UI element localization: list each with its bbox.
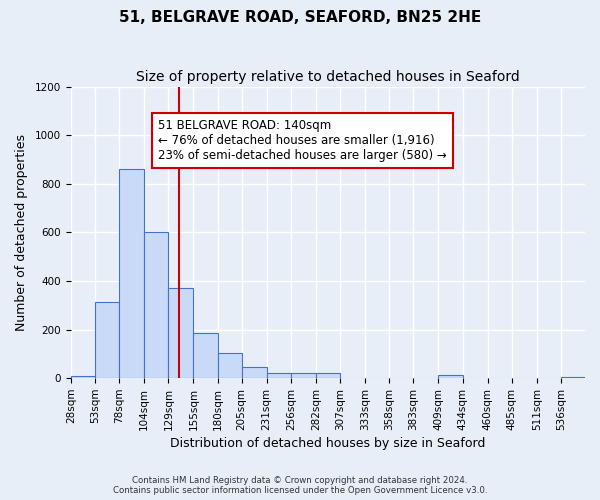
- Text: Contains HM Land Registry data © Crown copyright and database right 2024.
Contai: Contains HM Land Registry data © Crown c…: [113, 476, 487, 495]
- Bar: [193, 333, 218, 378]
- Bar: [169, 288, 193, 378]
- Text: 51, BELGRAVE ROAD, SEAFORD, BN25 2HE: 51, BELGRAVE ROAD, SEAFORD, BN25 2HE: [119, 10, 481, 25]
- Bar: [144, 232, 169, 378]
- Bar: [218, 352, 242, 378]
- Title: Size of property relative to detached houses in Seaford: Size of property relative to detached ho…: [136, 70, 520, 84]
- Bar: [439, 374, 463, 378]
- Y-axis label: Number of detached properties: Number of detached properties: [15, 134, 28, 331]
- Bar: [561, 377, 585, 378]
- Bar: [242, 368, 267, 378]
- Bar: [291, 374, 316, 378]
- Bar: [316, 374, 340, 378]
- X-axis label: Distribution of detached houses by size in Seaford: Distribution of detached houses by size …: [170, 437, 485, 450]
- Bar: [267, 374, 291, 378]
- Text: 51 BELGRAVE ROAD: 140sqm
← 76% of detached houses are smaller (1,916)
23% of sem: 51 BELGRAVE ROAD: 140sqm ← 76% of detach…: [158, 118, 447, 162]
- Bar: [71, 376, 95, 378]
- Bar: [95, 302, 119, 378]
- Bar: [119, 169, 144, 378]
